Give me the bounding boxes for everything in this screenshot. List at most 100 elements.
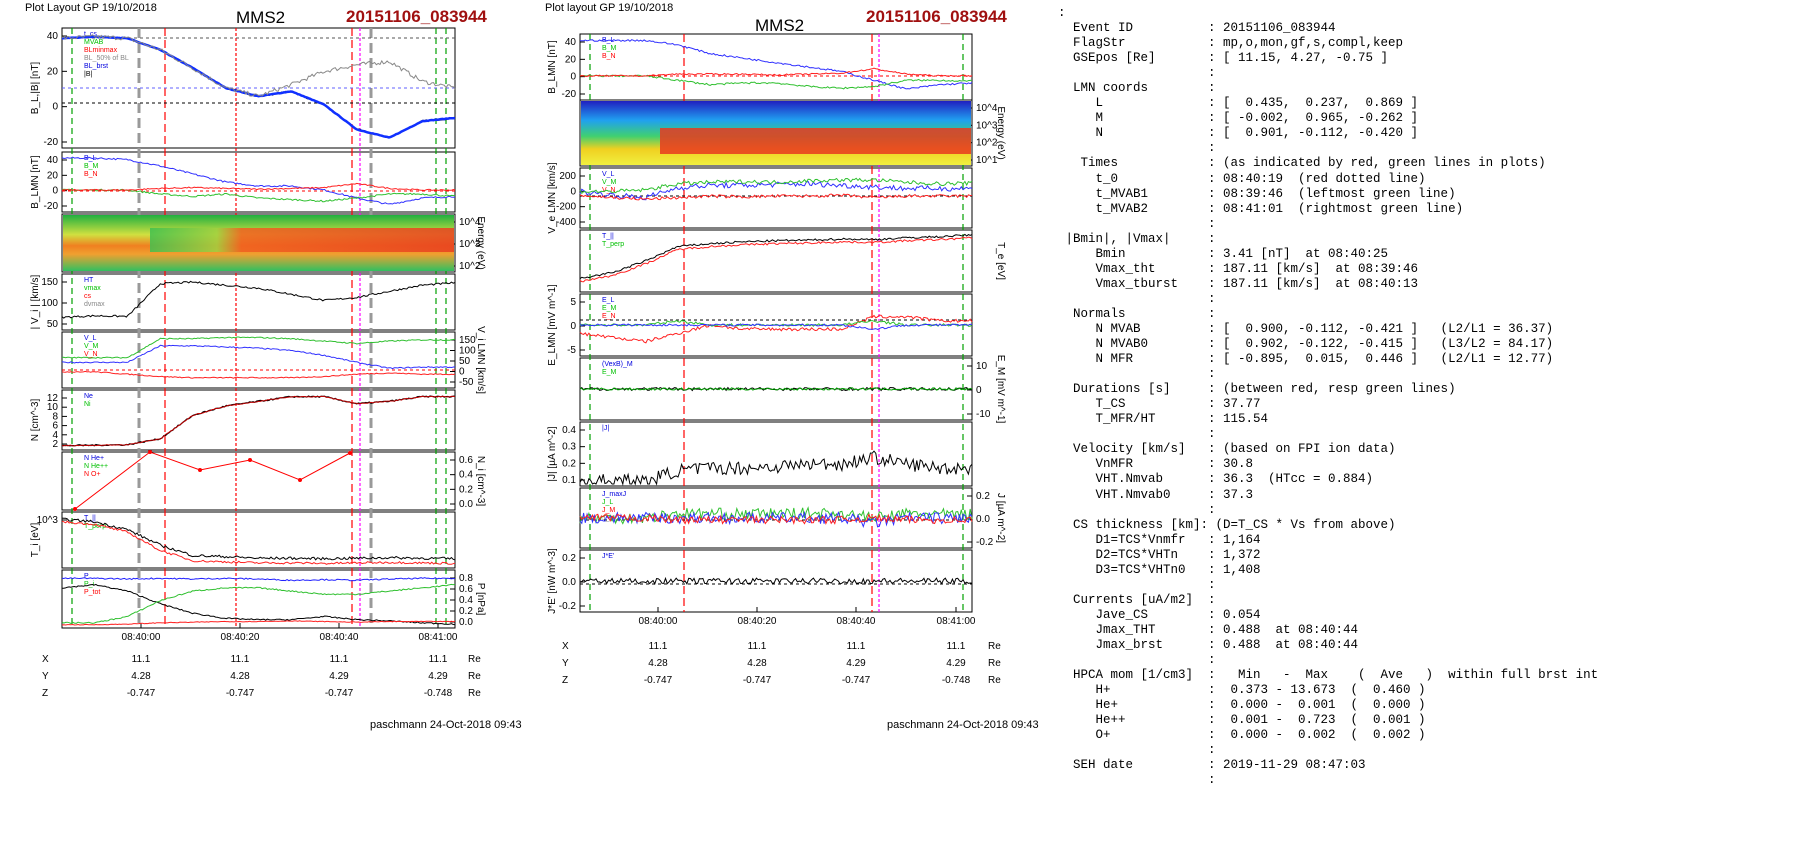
info-line: Jmax_brst : 0.488 at 08:40:44: [1058, 637, 1359, 652]
x-tick-label: 08:41:00: [937, 616, 976, 627]
legend-entry: B_M: [84, 163, 99, 170]
y-tick-label: -400: [556, 217, 576, 228]
legend-entry: T_||: [602, 233, 614, 240]
info-line: :: [1058, 216, 1216, 231]
info-line: L : [ 0.435, 0.237, 0.869 ]: [1058, 96, 1419, 111]
data-trace: [579, 576, 973, 586]
y-tick-label: 0: [459, 367, 465, 378]
ephem-value: 11.1: [947, 641, 966, 652]
legend-entry: (VexB)_M: [602, 361, 633, 368]
data-trace: [61, 35, 456, 139]
legend-entry: Ni: [84, 401, 91, 408]
y-tick-label: 20: [47, 170, 59, 181]
y-tick-label: -5: [567, 345, 576, 356]
info-line: LMN coords :: [1058, 81, 1216, 96]
y-tick-label: 0.4: [562, 425, 576, 436]
legend-entry: MVAB: [84, 39, 104, 46]
x-tick-label: 08:40:20: [221, 632, 260, 643]
panel-frame-n: [61, 389, 456, 451]
right-footer: paschmann 24-Oct-2018 09:43: [887, 719, 1039, 731]
ephem-value: 4.29: [329, 671, 349, 682]
info-line: D1=TCS*Vnmfr : 1,164: [1058, 532, 1261, 547]
legend-entry: N He++: [84, 463, 108, 470]
data-trace: [61, 517, 456, 561]
legend-entry: T_||: [84, 515, 96, 522]
data-trace: [579, 510, 973, 528]
ephem-value: 4.29: [946, 658, 966, 669]
y-tick-label: 0: [52, 186, 58, 197]
y-axis-label: B_L,|B| [nT]: [30, 62, 41, 115]
legend-entry: E_N: [602, 313, 616, 320]
ephem-unit: Re: [988, 641, 1001, 652]
y-axis-label: B_LMN [nT]: [30, 155, 41, 209]
legend-entry: J_L: [602, 499, 613, 506]
y-tick-label: 0: [976, 385, 982, 396]
data-trace: [62, 583, 456, 626]
ephem-unit: Re: [988, 675, 1001, 686]
legend-entry: T_perp: [84, 523, 106, 530]
ephem-value: -0.747: [226, 688, 255, 699]
y-axis-label: B_LMN [nT]: [547, 40, 558, 94]
y-tick-label: -0.2: [976, 537, 994, 548]
ephem-label: Z: [562, 675, 568, 686]
y-tick-label: 0.2: [562, 458, 576, 469]
info-line: :: [1058, 291, 1216, 306]
y-tick-label: 12: [47, 393, 59, 404]
ephem-label: Z: [42, 688, 48, 699]
info-line: He+ : 0.000 - 0.001 ( 0.000 ): [1058, 698, 1426, 713]
info-line: N MFR : [ -0.895, 0.015, 0.446 ] (L2/L1 …: [1058, 352, 1554, 367]
data-trace: [61, 395, 456, 447]
data-trace: [579, 314, 973, 344]
ephem-unit: Re: [988, 658, 1001, 669]
ephem-value: 4.28: [230, 671, 250, 682]
y-tick-label: -50: [459, 377, 474, 388]
y-axis-label: V_e LMN [km/s]: [547, 162, 558, 233]
info-line: :: [1058, 773, 1216, 788]
x-tick-label: 08:40:40: [320, 632, 359, 643]
y-tick-label: 50: [459, 356, 471, 367]
y-tick-label: 0.4: [459, 595, 473, 606]
left-event-title: 20151106_083944: [346, 7, 487, 26]
data-trace: [61, 370, 456, 379]
data-point: [73, 507, 77, 511]
left-plot-header: Plot Layout GP 19/10/2018: [25, 2, 157, 14]
ephem-value: -0.747: [842, 675, 871, 686]
ephem-value: -0.748: [942, 675, 971, 686]
info-line: Normals :: [1058, 306, 1216, 321]
y-tick-label: 0.6: [459, 455, 473, 466]
y-tick-label: 0.0: [976, 514, 990, 525]
data-trace: [61, 280, 456, 319]
panel-frame-spec: [61, 213, 456, 273]
legend-entry: B_N: [602, 53, 616, 60]
data-trace: [579, 236, 973, 283]
info-line: M : [ -0.002, 0.965, -0.262 ]: [1058, 111, 1419, 126]
y-tick-label: 0: [570, 186, 576, 197]
y-tick-label: 6: [52, 421, 58, 432]
y-tick-label: 10^3: [976, 120, 998, 131]
right-plot-header: Plot layout GP 19/10/2018: [545, 2, 674, 14]
info-line: :: [1058, 367, 1216, 382]
y-tick-label: -20: [562, 89, 577, 100]
y-tick-label: 0.8: [459, 573, 473, 584]
data-trace: [580, 39, 973, 90]
data-point: [198, 468, 202, 472]
info-line: Velocity [km/s] : (based on FPI ion data…: [1058, 442, 1396, 457]
panel-frame-ve: [579, 167, 973, 229]
x-tick-label: 08:40:40: [837, 616, 876, 627]
legend-entry: t_cs: [84, 31, 97, 38]
y-tick-label: -20: [44, 137, 59, 148]
ephem-value: 4.28: [648, 658, 668, 669]
panel-frame-bl: [61, 27, 456, 149]
y-tick-label: 200: [559, 171, 576, 182]
left-sat-title: MMS2: [236, 8, 286, 27]
ephem-value: 11.1: [132, 654, 151, 665]
panel-frame-je: [579, 549, 973, 613]
data-trace: [579, 513, 973, 525]
legend-entry: B_L: [84, 155, 97, 162]
x-tick-label: 08:41:00: [419, 632, 458, 643]
legend-entry: BL_50% of BL: [84, 55, 129, 62]
info-line: Vmax_tburst : 187.11 [km/s] at 08:40:13: [1058, 276, 1419, 291]
info-line: Event ID : 20151106_083944: [1058, 21, 1336, 36]
legend-entry: dvmax: [84, 301, 105, 308]
ephem-label: X: [562, 641, 569, 652]
